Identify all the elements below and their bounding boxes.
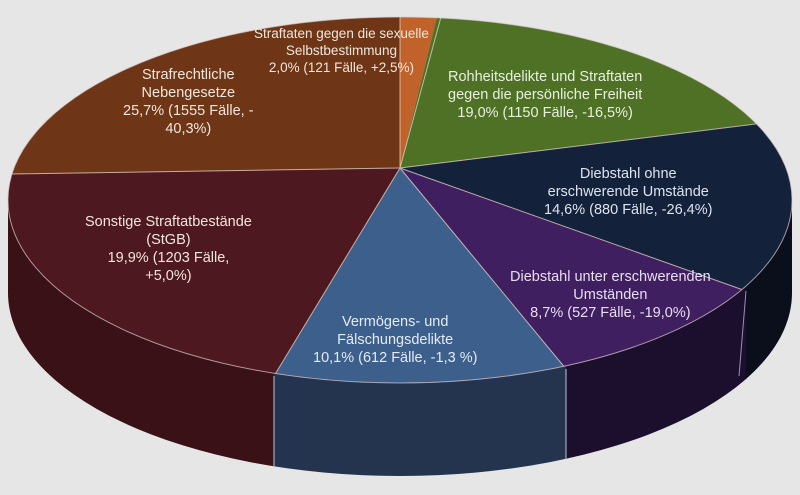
label-line: Sonstige Straftatbestände [85, 214, 252, 230]
label-line: Diebstahl ohne [579, 166, 677, 182]
label-sonstige: Sonstige Straftatbestände (StGB) 19,9% (… [85, 213, 252, 285]
label-line: gegen die persönliche Freiheit [448, 87, 643, 103]
slice-sonstige[interactable] [0, 168, 400, 495]
label-rohheitsdelikte: Rohheitsdelikte und Straftaten gegen die… [448, 68, 642, 122]
label-line: 2,0% (121 Fälle, +2,5%) [268, 60, 415, 75]
label-line: +5,0%) [145, 268, 192, 284]
label-sexuelle-selbstbestimmung: Straftaten gegen die sexuelle Selbstbest… [254, 25, 429, 76]
label-line: Fälschungsdelikte [337, 332, 454, 348]
label-line: 10,1% (612 Fälle, -1,3 %) [313, 350, 478, 366]
label-line: Straftaten gegen die sexuelle [254, 26, 429, 41]
slice-vermoegen[interactable] [274, 168, 566, 495]
label-line: Diebstahl unter erschwerenden [510, 269, 711, 285]
label-line: Umständen [573, 287, 648, 303]
label-nebengesetze: Strafrechtliche Nebengesetze 25,7% (1555… [123, 66, 254, 138]
label-line: Vermögens- und [342, 314, 449, 330]
label-line: (StGB) [146, 232, 191, 248]
label-line: Strafrechtliche [141, 67, 235, 83]
label-line: Rohheitsdelikte und Straftaten [448, 69, 643, 85]
label-line: erschwerende Umstände [547, 184, 709, 200]
label-line: 14,6% (880 Fälle, -26,4%) [544, 202, 713, 218]
label-line: 19,9% (1203 Fälle, [107, 250, 230, 266]
label-line: 19,0% (1150 Fälle, -16,5%) [457, 105, 633, 121]
pie-rim [7, 16, 793, 384]
label-vermoegen: Vermögens- und Fälschungsdelikte 10,1% (… [313, 313, 477, 367]
label-line: 40,3%) [165, 121, 212, 137]
slice-diebstahl-unter[interactable] [400, 168, 800, 495]
label-line: 8,7% (527 Fälle, -19,0%) [530, 305, 691, 321]
slice-diebstahl-ohne[interactable] [400, 118, 800, 300]
label-line: Nebengesetze [141, 85, 236, 101]
label-line: 25,7% (1555 Fälle, - [123, 103, 254, 119]
label-diebstahl-unter: Diebstahl unter erschwerenden Umständen … [510, 268, 711, 322]
label-line: Selbstbestimmung [285, 43, 397, 58]
label-diebstahl-ohne: Diebstahl ohne erschwerende Umstände 14,… [544, 165, 712, 219]
